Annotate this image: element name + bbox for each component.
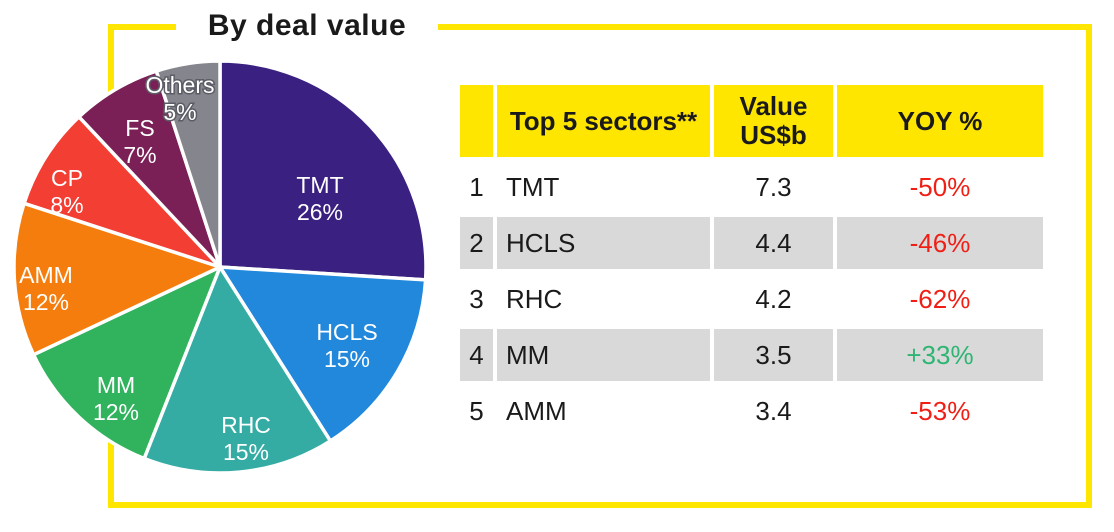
table-cell-sector: MM — [497, 329, 710, 381]
pie-label-tmt: TMT 26% — [296, 172, 343, 225]
table-header-yoy: YOY % — [837, 85, 1043, 157]
table-cell-value: 4.4 — [714, 217, 833, 269]
table-header-rank — [460, 85, 493, 157]
pie-chart: TMT 26% HCLS 15% RHC 15% MM 12% AMM 12% CP 8% FS 7%Ot… — [12, 59, 428, 475]
table-cell-rank: 5 — [469, 395, 484, 426]
pie-label-mm: MM 12% — [93, 372, 139, 425]
pie-label-others: Others 5% — [145, 72, 214, 125]
chart-title-text: By deal value — [207, 9, 407, 42]
table-cell-value: 7.3 — [755, 171, 792, 202]
table-cell-value: 3.5 — [714, 329, 833, 381]
pie-slice-others — [154, 59, 222, 269]
table-header-sector: Top 5 sectors** — [497, 85, 710, 157]
table-header-value: Value US$b — [714, 85, 833, 157]
table-cell-rank: 2 — [460, 217, 493, 269]
table-cell-sector: TMT — [506, 171, 560, 202]
table-cell-yoy: -53% — [909, 395, 971, 426]
table-cell-sector: AMM — [506, 395, 567, 426]
pie-label-fs: FS 7% — [123, 115, 156, 168]
table-cell-yoy: -50% — [909, 171, 971, 202]
table-cell-value: 4.2 — [755, 283, 792, 314]
pie-slice-hcls — [218, 265, 428, 443]
table-cell-sector: HCLS — [497, 217, 710, 269]
pie-label-cp: CP 8% — [50, 165, 83, 218]
pie-slice-rhc — [142, 265, 333, 475]
pie-label-amm: AMM 12% — [19, 262, 73, 315]
table-cell-value: 3.4 — [755, 395, 792, 426]
table-cell-yoy: -62% — [909, 283, 971, 314]
pie-label-rhc: RHC 15% — [221, 412, 271, 465]
pie-slice-cp — [22, 115, 222, 269]
table-cell-sector: RHC — [506, 283, 563, 314]
table-cell-yoy: -46% — [837, 217, 1043, 269]
table-cell-rank: 1 — [469, 171, 484, 202]
pie-slice-tmt — [218, 59, 428, 282]
chart-title: By deal value — [176, 2, 438, 50]
top5-table: Top 5 sectors** Value US$b YOY % 1 TMT 7.3… — [460, 85, 1043, 437]
table-cell-rank: 3 — [469, 283, 484, 314]
pie-slice-amm — [12, 201, 222, 357]
pie-slice-mm — [31, 265, 222, 461]
table-cell-yoy: +33% — [837, 329, 1043, 381]
pie-label-hcls: HCLS 15% — [316, 319, 377, 372]
table-cell-rank: 4 — [460, 329, 493, 381]
